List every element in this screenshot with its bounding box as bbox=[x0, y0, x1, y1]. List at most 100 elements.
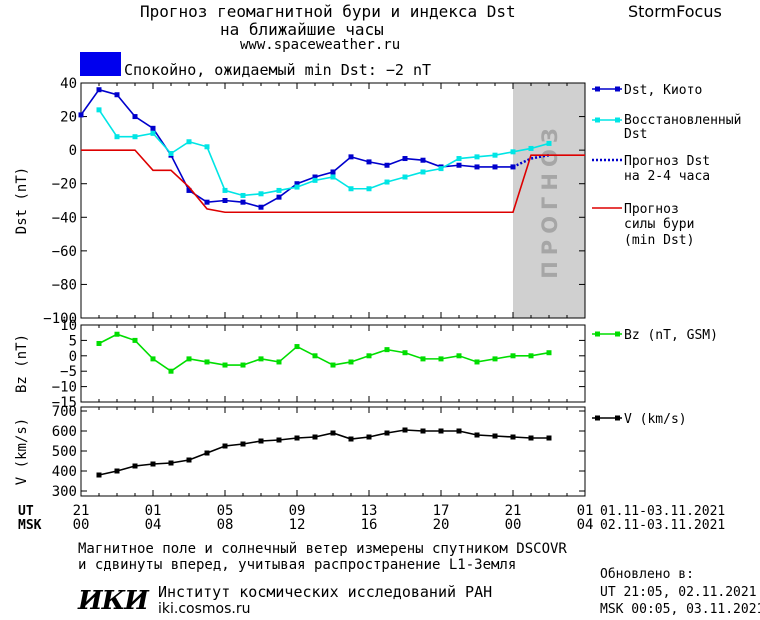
msk-tick-label: 00 bbox=[73, 517, 90, 533]
y-axis-title: Bz (nT) bbox=[14, 334, 30, 393]
data-point bbox=[222, 443, 228, 449]
data-point bbox=[186, 356, 192, 362]
y-tick-label: 0 bbox=[69, 143, 77, 159]
msk-tick-label: 00 bbox=[505, 517, 522, 533]
data-point bbox=[528, 145, 534, 151]
data-point bbox=[492, 433, 498, 439]
data-point bbox=[168, 460, 174, 466]
legend-bz: Bz (nT, GSM) bbox=[624, 328, 718, 343]
status-color-swatch bbox=[80, 52, 121, 76]
legend-restored-marker bbox=[615, 117, 620, 123]
data-point bbox=[474, 359, 480, 365]
data-point bbox=[546, 140, 552, 146]
data-point bbox=[546, 435, 552, 441]
data-point bbox=[132, 134, 138, 140]
y-tick-label: −20 bbox=[52, 177, 77, 193]
data-point bbox=[456, 162, 462, 168]
ut-tick-label: 21 bbox=[73, 503, 90, 519]
legend-restored-marker bbox=[595, 117, 600, 123]
data-point bbox=[204, 359, 210, 365]
data-point bbox=[402, 427, 408, 433]
data-point bbox=[402, 174, 408, 180]
data-point bbox=[330, 430, 336, 436]
y-tick-label: −100 bbox=[43, 311, 77, 327]
data-point bbox=[330, 169, 336, 175]
data-point bbox=[186, 457, 192, 463]
legend-v: V (km/s) bbox=[624, 412, 687, 427]
data-point bbox=[456, 428, 462, 434]
legend-v-marker bbox=[595, 415, 600, 421]
data-point bbox=[222, 198, 228, 203]
site-url[interactable]: www.spaceweather.ru bbox=[240, 37, 401, 53]
y-tick-label: 300 bbox=[52, 484, 77, 500]
data-point bbox=[114, 92, 120, 98]
data-point bbox=[438, 166, 444, 172]
forecast-label: ПРОГНОЗ bbox=[538, 122, 562, 279]
updated-ut: UT 21:05, 02.11.2021 bbox=[600, 585, 757, 600]
data-point bbox=[240, 192, 246, 198]
y-axis-title: Dst (nT) bbox=[14, 167, 30, 234]
msk-date-range: 02.11-03.11.2021 bbox=[600, 518, 725, 533]
data-point bbox=[402, 350, 408, 356]
legend-storm-2: силы бури bbox=[624, 217, 694, 232]
series-line-2-0 bbox=[98, 429, 549, 476]
y-tick-label: 5 bbox=[69, 333, 77, 349]
data-point bbox=[348, 154, 354, 160]
data-point bbox=[348, 359, 354, 365]
data-point bbox=[276, 437, 282, 443]
ut-tick-label: 01 bbox=[577, 503, 594, 519]
data-point bbox=[510, 353, 516, 359]
y-tick-label: −60 bbox=[52, 244, 77, 260]
data-point bbox=[132, 463, 138, 469]
series-line-1-0 bbox=[98, 333, 550, 373]
data-point bbox=[420, 169, 426, 175]
data-point bbox=[258, 356, 264, 362]
data-point bbox=[456, 156, 462, 162]
legend-storm-3: (min Dst) bbox=[624, 233, 694, 248]
data-point bbox=[420, 428, 426, 434]
data-point bbox=[240, 441, 246, 447]
msk-axis-label: MSK bbox=[18, 518, 42, 533]
data-point bbox=[492, 164, 498, 170]
ut-tick-label: 21 bbox=[505, 503, 522, 519]
data-point bbox=[186, 139, 192, 145]
legend-forecast-1: Прогноз Dst bbox=[624, 154, 710, 169]
data-point bbox=[132, 114, 138, 120]
y-axis-title: V (km/s) bbox=[14, 418, 30, 485]
chart-subtitle: на ближайшие часы bbox=[220, 20, 384, 39]
institute-site[interactable]: iki.cosmos.ru bbox=[158, 601, 251, 617]
y-tick-label: −5 bbox=[60, 364, 77, 380]
data-point bbox=[366, 159, 372, 165]
data-point bbox=[96, 472, 102, 478]
panel-frame bbox=[80, 82, 586, 319]
updated-label: Обновлено в: bbox=[600, 567, 694, 582]
updated-msk: MSK 00:05, 03.11.2021 bbox=[600, 602, 760, 617]
data-point bbox=[438, 428, 444, 434]
legend-v-marker bbox=[615, 415, 620, 421]
series-line-0-2 bbox=[512, 153, 550, 169]
data-point bbox=[96, 107, 102, 113]
data-point bbox=[204, 450, 210, 456]
series-line-0-1 bbox=[98, 109, 550, 197]
data-point bbox=[258, 204, 264, 210]
footer-note-line2: и сдвинуты вперед, учитывая распростране… bbox=[78, 557, 517, 573]
legend-bz-marker bbox=[615, 331, 620, 337]
data-point bbox=[420, 157, 426, 163]
data-point bbox=[276, 359, 282, 365]
y-tick-label: −10 bbox=[52, 380, 77, 396]
data-point bbox=[294, 184, 300, 190]
ut-tick-label: 09 bbox=[289, 503, 306, 519]
ut-tick-label: 05 bbox=[217, 503, 234, 519]
data-point bbox=[222, 187, 228, 193]
y-tick-label: 600 bbox=[52, 424, 77, 440]
legend-restored-2: Dst bbox=[624, 127, 647, 142]
data-point bbox=[492, 356, 498, 362]
data-point bbox=[168, 368, 174, 374]
data-point bbox=[132, 337, 138, 343]
legend-dst-marker bbox=[595, 86, 600, 92]
data-point bbox=[510, 434, 516, 440]
data-point bbox=[384, 162, 390, 168]
data-point bbox=[312, 434, 318, 440]
data-point bbox=[384, 347, 390, 353]
